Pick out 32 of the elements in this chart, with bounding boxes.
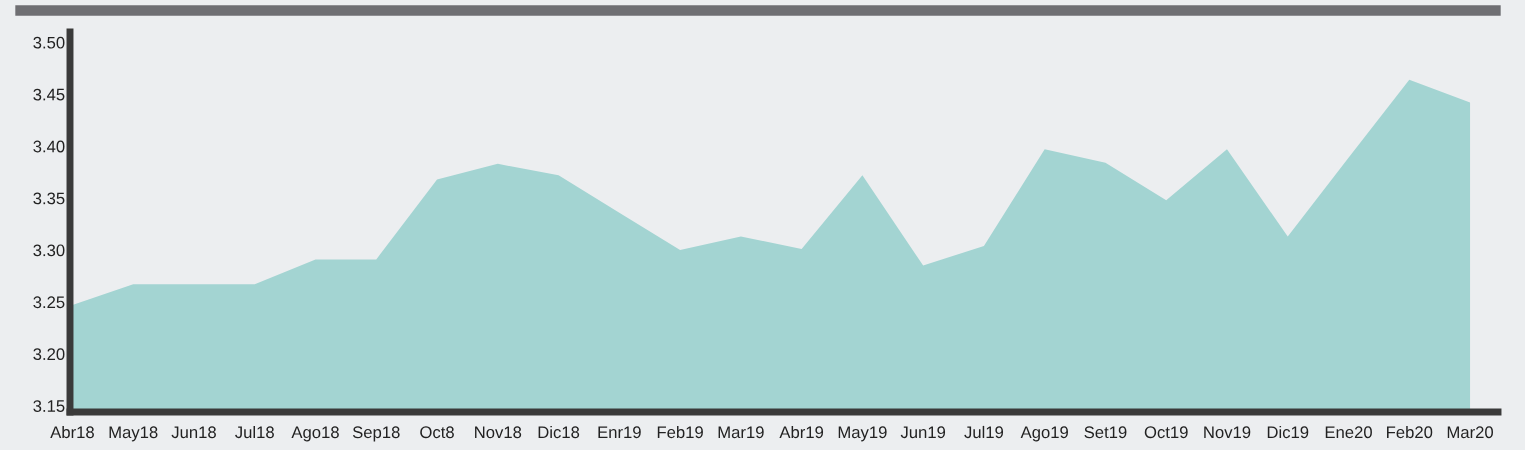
x-tick-label: Ago18 xyxy=(291,426,339,442)
x-tick-label: Mar20 xyxy=(1447,426,1494,439)
x-tick-label: Oct19 xyxy=(1144,426,1188,439)
x-tick-label: Nov18 xyxy=(475,426,522,439)
x-tick-label: Set19 xyxy=(1084,426,1127,439)
x-tick-label: Mar19 xyxy=(718,426,764,439)
x-tick-label: Ene20 xyxy=(1325,426,1372,439)
y-tick-label: 3.45 xyxy=(33,88,65,101)
y-tick-label: 3.20 xyxy=(33,348,65,361)
x-tick-label: May19 xyxy=(838,426,887,442)
y-tick-label: 3.50 xyxy=(33,36,65,49)
x-tick-label: Nov19 xyxy=(1204,426,1251,439)
x-tick-label: Abr19 xyxy=(779,425,824,439)
x-tick-label: Feb20 xyxy=(1387,425,1433,439)
x-tick-label: Jun18 xyxy=(171,426,216,439)
y-tick-label: 3.35 xyxy=(33,192,65,205)
x-tick-label: Enr19 xyxy=(598,426,641,439)
x-tick-label: Dic18 xyxy=(538,425,580,439)
x-tick-label: Jul18 xyxy=(235,425,274,439)
x-tick-label: Feb19 xyxy=(657,425,703,439)
x-tick-label: Jul19 xyxy=(964,425,1004,439)
x-tick-label: Dic19 xyxy=(1267,425,1309,439)
x-tick-label: Sep18 xyxy=(352,426,400,442)
x-tick-label: Jun19 xyxy=(900,426,946,439)
x-tick-label: May18 xyxy=(109,426,158,442)
y-tick-label: 3.40 xyxy=(33,140,65,153)
y-tick-label: 3.30 xyxy=(33,244,65,257)
y-tick-label: 3.15 xyxy=(33,400,65,412)
y-tick-label: 3.25 xyxy=(33,296,65,309)
x-tick-label: Abr18 xyxy=(50,425,94,439)
x-tick-label: Ago19 xyxy=(1020,426,1068,442)
x-tick-label: Oct8 xyxy=(420,426,454,439)
